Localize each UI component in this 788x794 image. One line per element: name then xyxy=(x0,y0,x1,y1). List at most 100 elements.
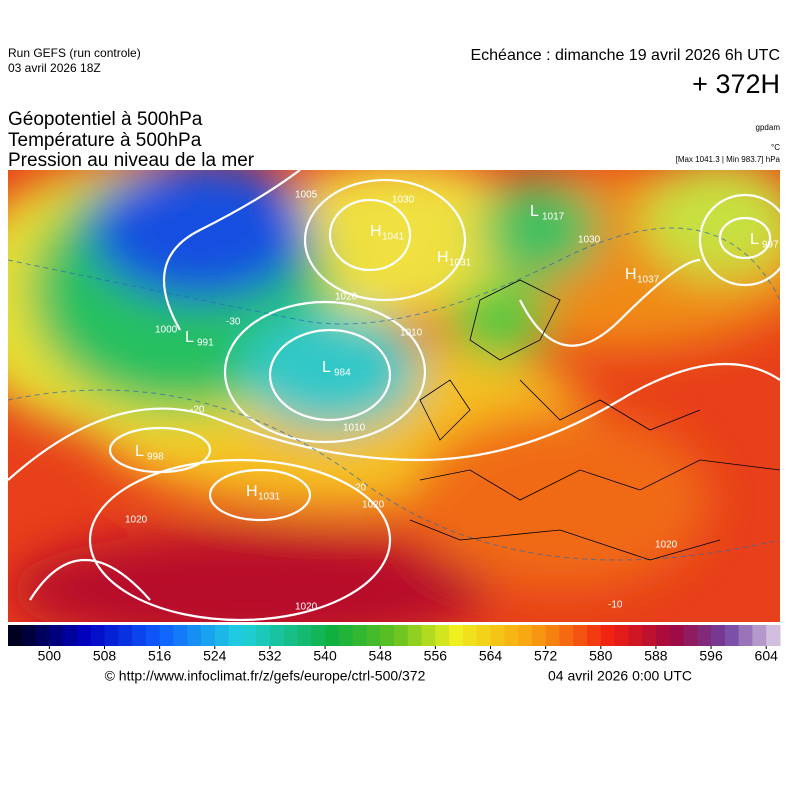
colorbar-swatch xyxy=(201,625,216,646)
colorbar-swatch xyxy=(683,625,698,646)
colorbar-swatch xyxy=(283,625,298,646)
colorbar-swatch xyxy=(118,625,133,646)
colorbar-swatch xyxy=(394,625,409,646)
colorbar-tick-label: 548 xyxy=(369,648,393,664)
contour-label: 1030 xyxy=(392,195,415,206)
colorbar-tick-label: 524 xyxy=(203,648,227,664)
colorbar-swatch xyxy=(545,625,560,646)
colorbar-tick-label: 500 xyxy=(38,648,62,664)
center-value: 997 xyxy=(762,240,779,251)
center-value: 1031 xyxy=(449,258,472,269)
colorbar-swatch xyxy=(228,625,243,646)
colorbar-swatch xyxy=(380,625,395,646)
center-symbol: L xyxy=(530,203,539,220)
title: Géopotentiel à 500hPa xyxy=(8,109,203,130)
center-symbol: H xyxy=(625,266,637,283)
colorbar-swatch xyxy=(366,625,381,646)
colorbar-swatch xyxy=(187,625,202,646)
contour-label: -20 xyxy=(190,405,205,416)
colorbar-swatch xyxy=(669,625,684,646)
colorbar-swatch xyxy=(587,625,602,646)
colorbar-swatch xyxy=(21,625,37,646)
colorbar-swatch xyxy=(159,625,174,646)
center-value: 1031 xyxy=(258,492,281,503)
colorbar-swatch xyxy=(132,625,147,646)
colorbar-swatch xyxy=(325,625,340,646)
contour-label: 1020 xyxy=(295,602,318,613)
contour-label: 1010 xyxy=(400,328,423,339)
colorbar-swatch xyxy=(435,625,450,646)
colorbar-swatch xyxy=(476,625,491,646)
colorbar-swatch xyxy=(449,625,464,646)
colorbar-swatch xyxy=(311,625,326,646)
colorbar-tick-label: 572 xyxy=(534,648,558,664)
colorbar-swatch xyxy=(559,625,574,646)
colorbar-swatch xyxy=(600,625,616,646)
contour-label: 20 xyxy=(355,483,367,494)
colorbar-swatch xyxy=(297,625,312,646)
colorbar-tick-label: 604 xyxy=(755,648,779,664)
colorbar-swatch xyxy=(76,625,92,646)
colorbar-swatch xyxy=(628,625,643,646)
contour-label: 1030 xyxy=(578,235,601,246)
run-date: 03 avril 2026 18Z xyxy=(8,61,101,75)
colorbar-swatch xyxy=(49,625,64,646)
colorbar-swatch xyxy=(421,625,436,646)
unit: °C xyxy=(771,143,780,152)
contour-label: 1005 xyxy=(295,190,318,201)
colorbar-tick-label: 516 xyxy=(148,648,172,664)
center-value: 1041 xyxy=(382,232,405,243)
center-symbol: H xyxy=(370,223,382,240)
colorbar-swatch xyxy=(338,625,354,646)
center-symbol: H xyxy=(246,483,258,500)
colorbar-swatch xyxy=(724,625,740,646)
colorbar-swatch xyxy=(90,625,105,646)
colorbar-swatch xyxy=(242,625,257,646)
colorbar-swatch xyxy=(518,625,533,646)
colorbar-swatch xyxy=(655,625,671,646)
contour-label: -10 xyxy=(608,600,623,611)
center-value: 1037 xyxy=(637,275,660,286)
contour-label: 1020 xyxy=(335,292,358,303)
valid-time: Echéance : dimanche 19 avril 2026 6h UTC xyxy=(470,47,780,64)
colorbar-swatch xyxy=(214,625,230,646)
map xyxy=(8,170,780,622)
unit: gpdam xyxy=(756,123,781,132)
center-symbol: H xyxy=(437,249,449,266)
footer-time: 04 avril 2026 0:00 UTC xyxy=(548,668,692,684)
colorbar-swatch xyxy=(766,625,781,646)
colorbar-swatch xyxy=(738,625,753,646)
colorbar-swatch xyxy=(573,625,588,646)
colorbar-swatch xyxy=(407,625,423,646)
contour-label: 1020 xyxy=(655,540,678,551)
colorbar-swatch xyxy=(352,625,367,646)
title: Pression au niveau de la mer xyxy=(8,150,255,171)
colorbar-swatch xyxy=(752,625,767,646)
colorbar-tick-label: 556 xyxy=(424,648,448,664)
colorbar-tick-label: 564 xyxy=(479,648,503,664)
center-symbol: L xyxy=(135,443,144,460)
colorbar-tick-label: 532 xyxy=(258,648,282,664)
contour-label: 1000 xyxy=(155,325,178,336)
center-symbol: L xyxy=(750,231,759,248)
center-value: 1017 xyxy=(542,212,565,223)
contour-label: 1010 xyxy=(343,423,366,434)
colorbar-swatch xyxy=(269,625,285,646)
center-symbol: L xyxy=(322,359,331,376)
colorbar-tick-label: 508 xyxy=(93,648,117,664)
contour-label: 1020 xyxy=(362,500,385,511)
colorbar-swatch xyxy=(504,625,519,646)
colorbar-swatch xyxy=(642,625,657,646)
colorbar-swatch xyxy=(614,625,629,646)
colorbar-tick-label: 540 xyxy=(313,648,337,664)
title: Température à 500hPa xyxy=(8,130,202,151)
colorbar-swatch xyxy=(711,625,726,646)
center-value: 984 xyxy=(334,368,351,379)
colorbar-swatch xyxy=(63,625,78,646)
colorbar-swatch xyxy=(697,625,712,646)
colorbar-swatch xyxy=(104,625,119,646)
colorbar-swatch xyxy=(145,625,161,646)
extremes: [Max 1041.3 | Min 983.7] hPa xyxy=(676,155,781,164)
colorbar: 500 508 516 524 532 540 548 556 564 572 580 588 596 6… xyxy=(8,625,781,664)
